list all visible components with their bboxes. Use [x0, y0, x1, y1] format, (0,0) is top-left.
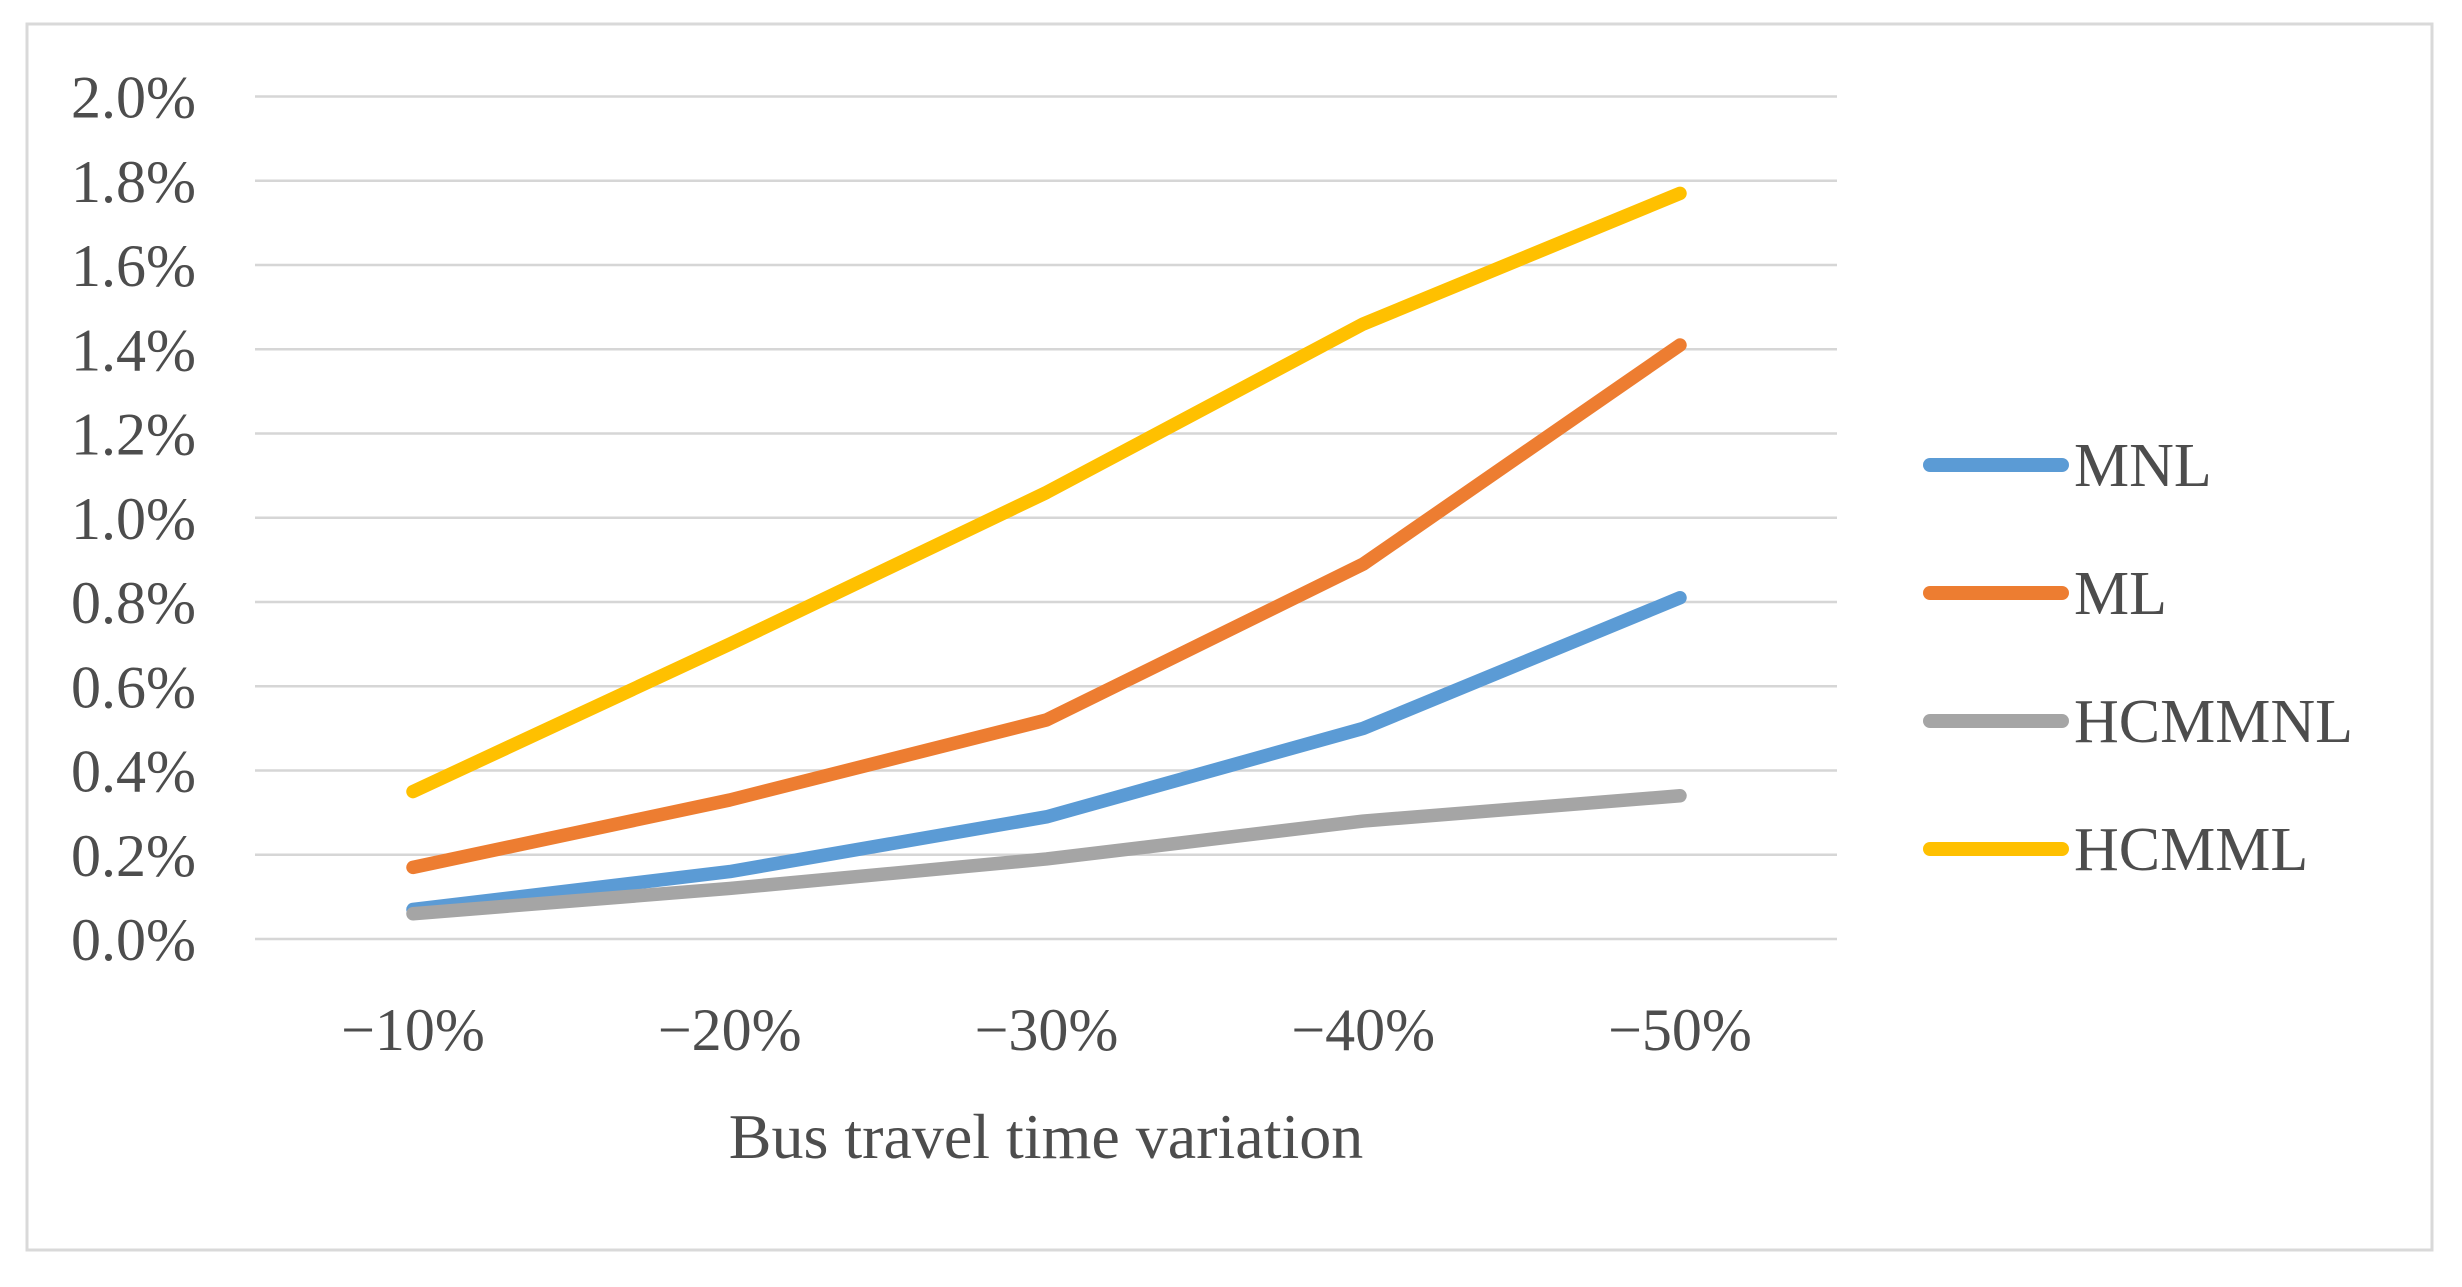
x-axis-title: Bus travel time variation: [729, 1101, 1364, 1172]
legend-item-hcmmnl: HCMMNL: [1923, 688, 2353, 756]
legend-label: HCMML: [2074, 816, 2308, 884]
series-line-hcmml: [406, 186, 1687, 799]
x-tick-label: −20%: [658, 997, 802, 1063]
legend-item-hcmml: HCMML: [1923, 816, 2308, 884]
y-tick-label: 1.4%: [71, 317, 196, 383]
y-tick-label: 1.0%: [71, 486, 196, 552]
legend-label: HCMMNL: [2074, 688, 2353, 756]
y-tick-label: 0.4%: [71, 739, 196, 805]
x-tick-label: −50%: [1608, 997, 1752, 1063]
y-tick-label: 1.6%: [71, 233, 196, 299]
x-tick-label: −10%: [341, 997, 485, 1063]
y-tick-label: 0.2%: [71, 823, 196, 889]
gridlines: [255, 95, 1837, 941]
y-tick-label: 1.8%: [71, 149, 196, 215]
y-tick-label: 0.8%: [71, 570, 196, 636]
y-axis-tick-labels: 0.0% 0.2% 0.4% 0.6% 0.8% 1.0% 1.2% 1.4% 1.6% 1.8%…: [71, 65, 196, 974]
y-tick-label: 0.6%: [71, 654, 196, 720]
series-line-hcmmnl: [406, 789, 1687, 921]
legend-label: ML: [2074, 560, 2167, 628]
chart-legend: MNL ML HCMMNL HCMML: [1923, 432, 2353, 884]
series-line-mnl: [406, 591, 1687, 917]
data-series-lines: [406, 186, 1687, 921]
x-tick-label: −40%: [1291, 997, 1435, 1063]
y-tick-label: 1.2%: [71, 402, 196, 468]
series-line-ml: [406, 338, 1687, 875]
y-tick-label: 2.0%: [71, 65, 196, 131]
legend-item-mnl: MNL: [1923, 432, 2212, 500]
y-tick-label: 0.0%: [71, 907, 196, 973]
x-axis-tick-labels: −10% −20% −30% −40% −50%: [341, 997, 1752, 1063]
legend-item-ml: ML: [1923, 560, 2167, 628]
x-tick-label: −30%: [975, 997, 1119, 1063]
legend-label: MNL: [2074, 432, 2212, 500]
